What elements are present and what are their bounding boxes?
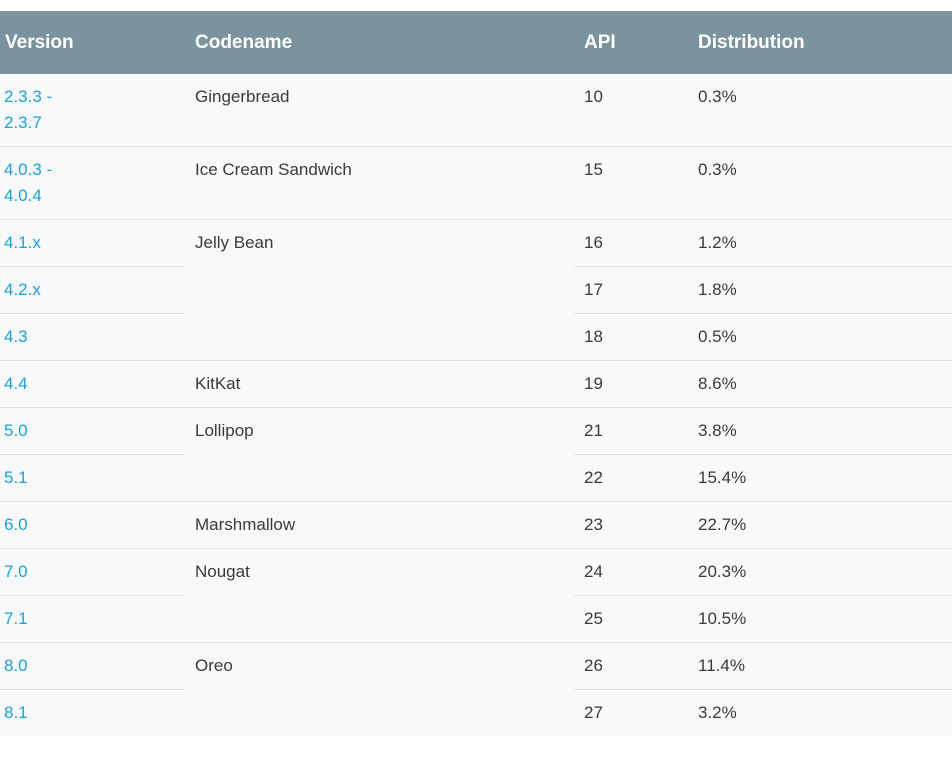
version-link[interactable]: 6.0 [0,501,184,549]
distribution-cell: 11.4% [688,642,952,690]
codename-cell: Gingerbread [195,87,290,106]
table-row: 8.1 27 3.2% [0,689,952,736]
distribution-cell: 1.8% [688,266,952,314]
api-cell: 17 [574,266,688,314]
distribution-cell: 3.2% [688,689,952,736]
header-api: API [574,11,688,74]
header-distribution: Distribution [688,11,952,74]
distribution-cell: 0.3% [688,146,952,220]
distribution-cell: 3.8% [688,407,952,455]
version-link[interactable]: 8.1 [0,689,184,736]
version-link[interactable]: 7.1 [0,595,184,643]
api-cell: 24 [574,548,688,596]
codename-cell: Ice Cream Sandwich [184,146,574,220]
distribution-cell: 22.7% [688,501,952,549]
api-cell: 23 [574,501,688,549]
table-row: 8.0 Oreo 26 11.4% [0,642,952,736]
distribution-cell: 0.3% [698,87,737,106]
codename-cell: Lollipop [184,407,574,502]
api-cell: 22 [574,454,688,502]
version-link[interactable]: 2.3.3 - 2.3.7 [4,87,53,132]
table-row: 2.3.3 - 2.3.7 Gingerbread 10 0.3% [0,74,952,147]
version-link[interactable]: 4.3 [0,313,184,361]
distribution-cell: 1.2% [688,219,952,267]
table-row: 4.1.x Jelly Bean 16 1.2% [0,219,952,361]
table-row: 7.1 25 10.5% [0,595,952,643]
api-cell: 10 [584,87,603,106]
distribution-cell: 15.4% [688,454,952,502]
api-cell: 26 [574,642,688,690]
version-link[interactable]: 5.0 [0,407,184,455]
distribution-cell: 0.5% [688,313,952,361]
distribution-table-container: Version Codename API Distribution 2.3.3 … [0,11,952,736]
api-cell: 18 [574,313,688,361]
api-cell: 15 [574,146,688,220]
codename-cell: Oreo [184,642,574,736]
table-row: 4.3 18 0.5% [0,313,952,361]
header-codename: Codename [184,11,574,74]
version-link[interactable]: 7.0 [0,548,184,596]
version-link[interactable]: 4.0.3 - 4.0.4 [0,146,184,220]
table-header-row: Version Codename API Distribution [0,11,952,74]
table-row: 4.4 KitKat 19 8.6% [0,360,952,408]
codename-cell: Marshmallow [184,501,574,549]
version-link[interactable]: 8.0 [0,642,184,690]
codename-cell: Jelly Bean [184,219,574,361]
api-cell: 27 [574,689,688,736]
api-cell: 19 [574,360,688,408]
version-link[interactable]: 4.2.x [0,266,184,314]
table-row: 5.1 22 15.4% [0,454,952,502]
distribution-cell: 10.5% [688,595,952,643]
table-row: 6.0 Marshmallow 23 22.7% [0,501,952,549]
version-link[interactable]: 4.1.x [0,219,184,267]
table-row: 7.0 Nougat 24 20.3% [0,548,952,643]
api-cell: 16 [574,219,688,267]
api-cell: 21 [574,407,688,455]
table-row: 4.2.x 17 1.8% [0,266,952,314]
distribution-cell: 8.6% [688,360,952,408]
header-version: Version [0,11,184,74]
codename-cell: Nougat [184,548,574,643]
table-row: 5.0 Lollipop 21 3.8% [0,407,952,502]
version-link[interactable]: 4.4 [0,360,184,408]
distribution-cell: 20.3% [688,548,952,596]
android-version-distribution-table: Version Codename API Distribution 2.3.3 … [0,11,952,736]
version-link[interactable]: 5.1 [0,454,184,502]
codename-cell: KitKat [184,360,574,408]
api-cell: 25 [574,595,688,643]
table-row: 4.0.3 - 4.0.4 Ice Cream Sandwich 15 0.3% [0,146,952,220]
